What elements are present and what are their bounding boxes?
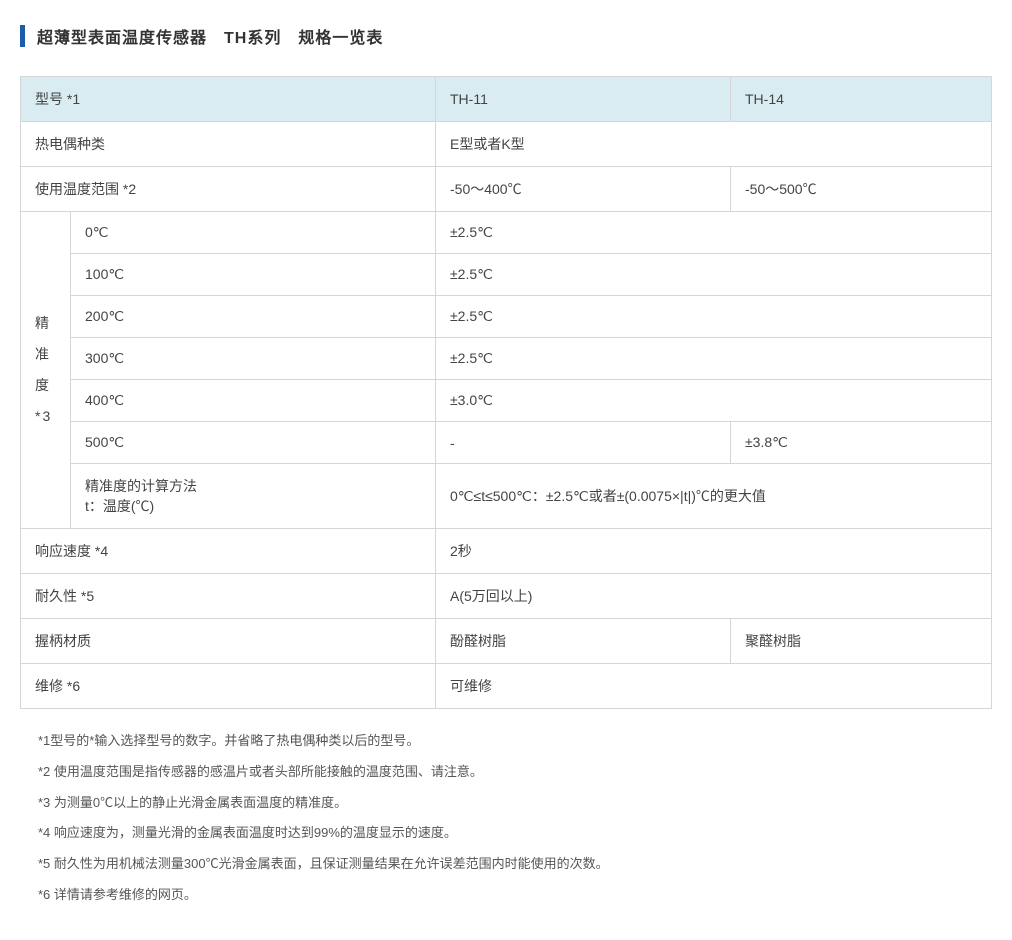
note-5: *5 耐久性为用机械法测量300℃光滑金属表面，且保证测量结果在允许误差范围内时…	[38, 854, 992, 875]
table-row: 200℃ ±2.5℃	[21, 296, 992, 338]
acc-500-label: 500℃	[71, 422, 436, 464]
table-row: 100℃ ±2.5℃	[21, 254, 992, 296]
spec-table: 型号 *1 TH-11 TH-14 热电偶种类 E型或者K型 使用温度范围 *2…	[20, 76, 992, 709]
acc-400-label: 400℃	[71, 380, 436, 422]
thermocouple-label: 热电偶种类	[21, 122, 436, 167]
acc-200-val: ±2.5℃	[436, 296, 992, 338]
title-bar: 超薄型表面温度传感器 TH系列 规格一览表	[20, 24, 992, 48]
acc-500-val-b: ±3.8℃	[731, 422, 992, 464]
note-2: *2 使用温度范围是指传感器的感温片或者头部所能接触的温度范围、请注意。	[38, 762, 992, 783]
notes: *1型号的*输入选择型号的数字。并省略了热电偶种类以后的型号。 *2 使用温度范…	[20, 731, 992, 906]
header-model-a: TH-11	[436, 77, 731, 122]
acc-200-label: 200℃	[71, 296, 436, 338]
acc-0-val: ±2.5℃	[436, 212, 992, 254]
temp-range-a: -50～400℃	[436, 167, 731, 212]
acc-calc-val: 0℃≤t≤500℃：±2.5℃或者±(0.0075×|t|)℃的更大值	[436, 464, 992, 529]
response-label: 响应速度 *4	[21, 529, 436, 574]
acc-300-val: ±2.5℃	[436, 338, 992, 380]
table-row: 精准度的计算方法t：温度(℃) 0℃≤t≤500℃：±2.5℃或者±(0.007…	[21, 464, 992, 529]
response-val: 2秒	[436, 529, 992, 574]
temp-range-b: -50～500℃	[731, 167, 992, 212]
note-6: *6 详情请参考维修的网页。	[38, 885, 992, 906]
header-model-b: TH-14	[731, 77, 992, 122]
page-title: 超薄型表面温度传感器 TH系列 规格一览表	[37, 24, 383, 48]
acc-400-val: ±3.0℃	[436, 380, 992, 422]
acc-300-label: 300℃	[71, 338, 436, 380]
note-1: *1型号的*输入选择型号的数字。并省略了热电偶种类以后的型号。	[38, 731, 992, 752]
acc-500-val-a: -	[436, 422, 731, 464]
acc-100-val: ±2.5℃	[436, 254, 992, 296]
table-row: 精准度*3 0℃ ±2.5℃	[21, 212, 992, 254]
handle-b: 聚醛树脂	[731, 619, 992, 664]
note-4: *4 响应速度为，测量光滑的金属表面温度时达到99%的温度显示的速度。	[38, 823, 992, 844]
table-row: 响应速度 *4 2秒	[21, 529, 992, 574]
acc-0-label: 0℃	[71, 212, 436, 254]
thermocouple-value: E型或者K型	[436, 122, 992, 167]
handle-label: 握柄材质	[21, 619, 436, 664]
table-row: 使用温度范围 *2 -50～400℃ -50～500℃	[21, 167, 992, 212]
durability-label: 耐久性 *5	[21, 574, 436, 619]
table-row: 握柄材质 酚醛树脂 聚醛树脂	[21, 619, 992, 664]
table-row: 维修 *6 可维修	[21, 664, 992, 709]
durability-val: A(5万回以上)	[436, 574, 992, 619]
accuracy-group-label: 精准度*3	[21, 212, 71, 529]
table-row: 300℃ ±2.5℃	[21, 338, 992, 380]
table-row: 500℃ - ±3.8℃	[21, 422, 992, 464]
header-model-label: 型号 *1	[21, 77, 436, 122]
title-accent	[20, 25, 25, 47]
maint-label: 维修 *6	[21, 664, 436, 709]
table-row: 400℃ ±3.0℃	[21, 380, 992, 422]
table-row: 耐久性 *5 A(5万回以上)	[21, 574, 992, 619]
maint-val: 可维修	[436, 664, 992, 709]
acc-calc-label: 精准度的计算方法t：温度(℃)	[71, 464, 436, 529]
acc-100-label: 100℃	[71, 254, 436, 296]
handle-a: 酚醛树脂	[436, 619, 731, 664]
table-header-row: 型号 *1 TH-11 TH-14	[21, 77, 992, 122]
note-3: *3 为测量0℃以上的静止光滑金属表面温度的精准度。	[38, 793, 992, 814]
table-row: 热电偶种类 E型或者K型	[21, 122, 992, 167]
temp-range-label: 使用温度范围 *2	[21, 167, 436, 212]
